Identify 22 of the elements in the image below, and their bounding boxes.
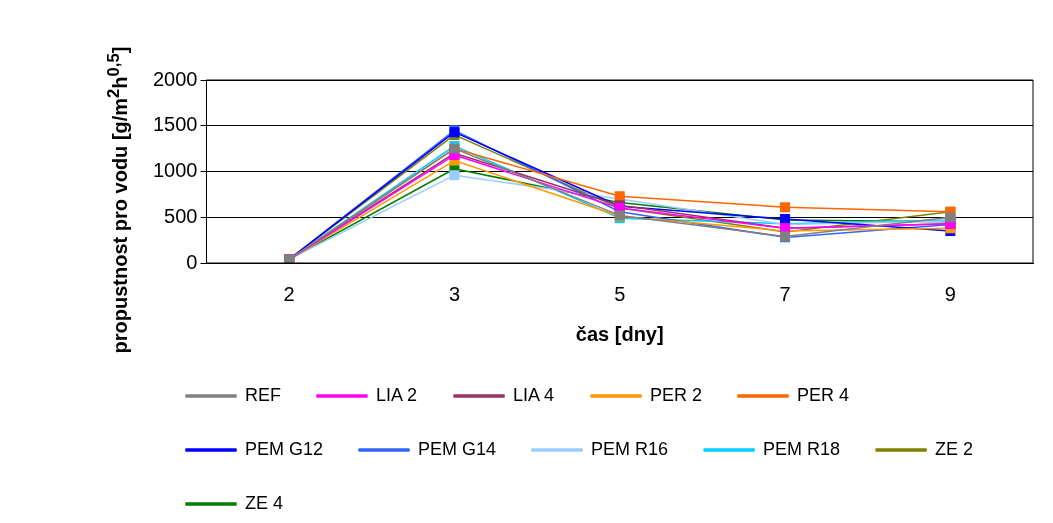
x-axis-title: čas [dny] xyxy=(575,322,664,345)
legend-label: REF xyxy=(245,384,281,405)
x-tick-label: 5 xyxy=(614,282,626,305)
x-tick-label: 7 xyxy=(779,282,791,305)
y-tick-label: 1000 xyxy=(152,159,198,182)
y-tick-label: 1500 xyxy=(152,113,198,136)
legend-label: PER 4 xyxy=(797,384,850,405)
x-tick-label: 9 xyxy=(944,282,956,305)
legend-label: PEM G14 xyxy=(418,438,497,459)
legend-label: LIA 2 xyxy=(376,384,418,405)
y-tick-label: 2000 xyxy=(152,67,198,90)
legend-label: PEM R18 xyxy=(763,438,841,459)
legend-label: ZE 4 xyxy=(245,492,284,513)
y-tick-label: 500 xyxy=(164,204,198,227)
y-tick-label: 0 xyxy=(186,250,198,273)
x-tick-label: 2 xyxy=(283,282,295,305)
legend-label: ZE 2 xyxy=(935,438,974,459)
legend-label: PEM R16 xyxy=(591,438,669,459)
legend-label: PER 2 xyxy=(650,384,703,405)
x-tick-label: 3 xyxy=(448,282,461,305)
legend-label: LIA 4 xyxy=(513,384,555,405)
legend-label: PEM G12 xyxy=(245,438,324,459)
